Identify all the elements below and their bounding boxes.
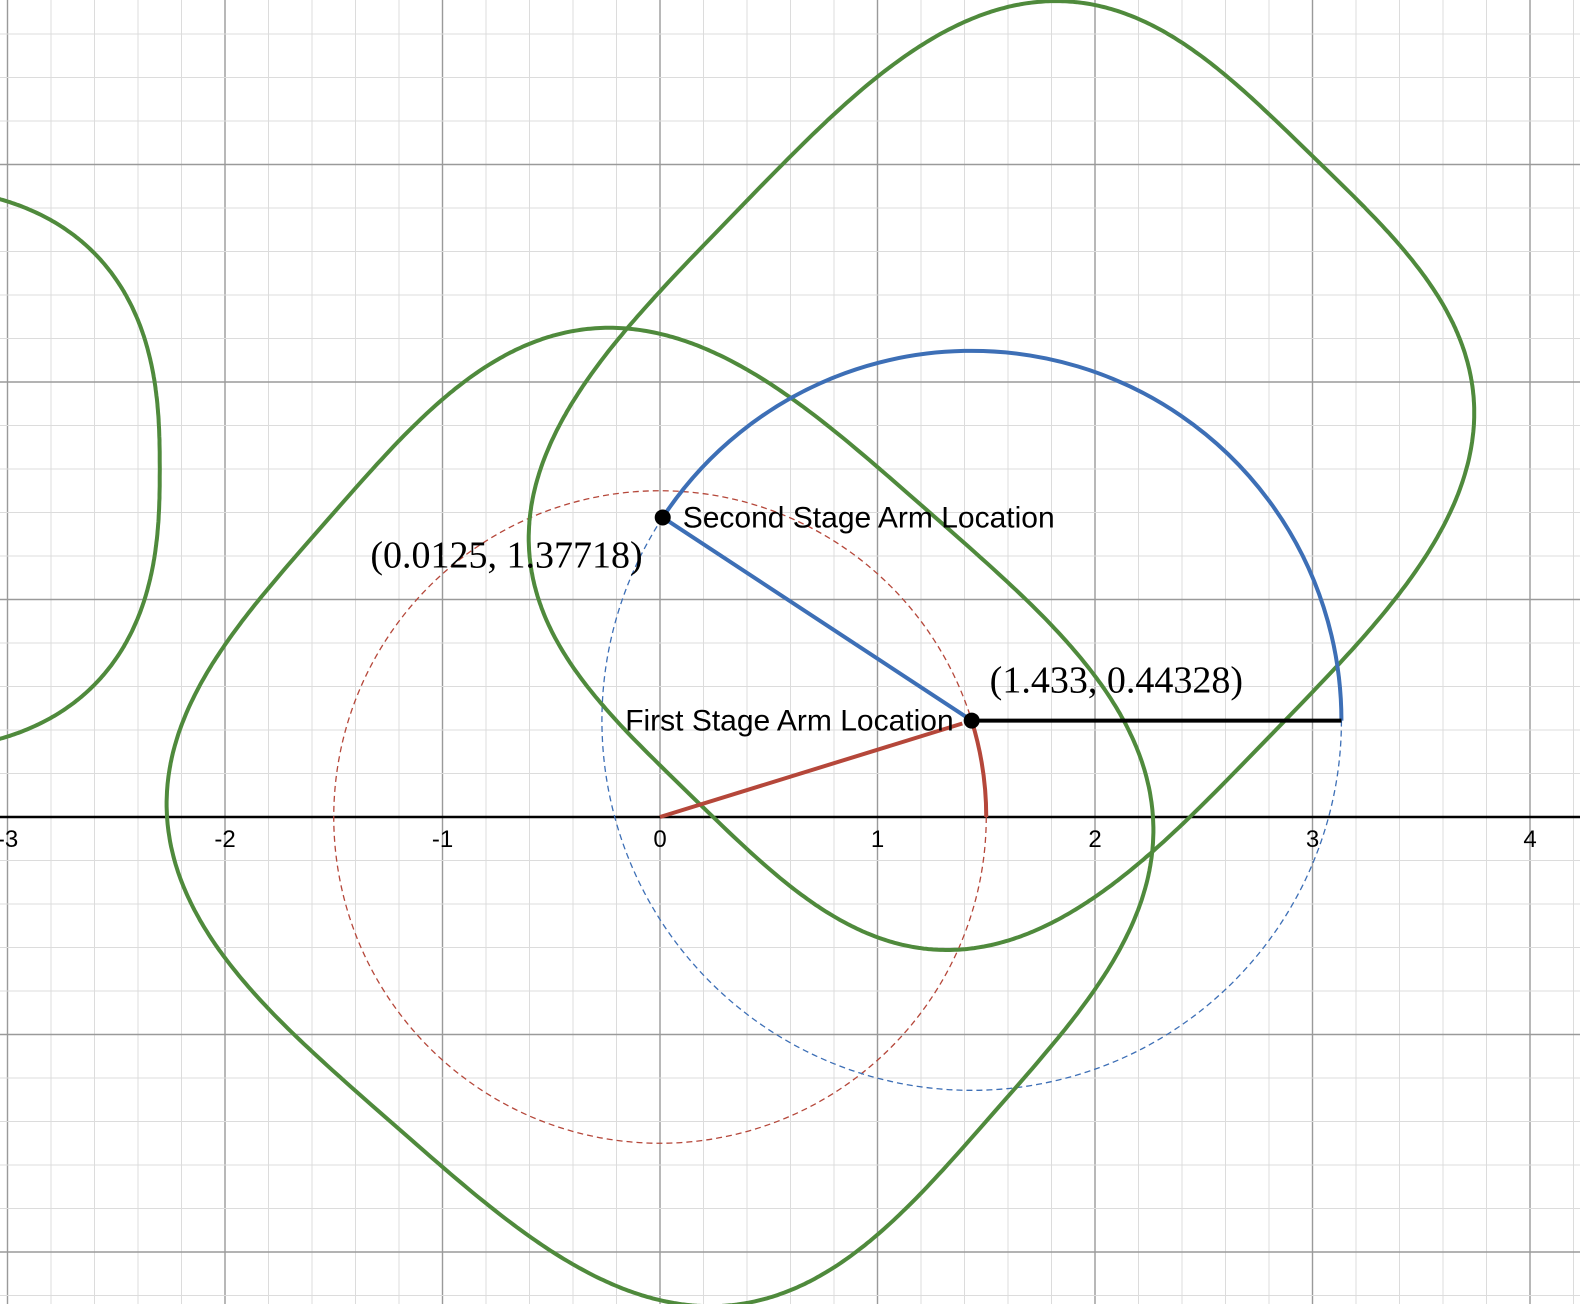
x-tick-label: 1	[871, 826, 884, 853]
first-stage-point	[963, 712, 980, 729]
labels: First Stage Arm Location Second Stage Arm…	[370, 501, 1243, 737]
x-tick-label: 2	[1088, 826, 1101, 853]
blue-arm-arc	[661, 348, 1344, 721]
green-workspace-curve-2	[526, 0, 1477, 952]
axes: -3 -2 -1 0 1 2 3 4	[0, 815, 1580, 853]
green-workspace-curve-1	[164, 325, 1156, 1304]
second-stage-label: Second Stage Arm Location	[683, 501, 1055, 534]
first-stage-coord-label: (1.433, 0.44328)	[990, 660, 1243, 702]
green-workspace-curve-3	[0, 197, 162, 741]
red-arm-arc	[969, 720, 989, 818]
x-tick-label: -2	[214, 826, 235, 853]
x-tick-label: -3	[0, 826, 18, 853]
second-stage-coord-label: (0.0125, 1.37718)	[370, 534, 642, 576]
x-tick-label: 0	[653, 826, 666, 853]
x-tick-label: 3	[1306, 826, 1319, 853]
x-tick-label: -1	[432, 826, 453, 853]
second-stage-point	[654, 509, 671, 526]
curves	[0, 0, 1477, 1304]
x-tick-label: 4	[1523, 826, 1536, 853]
blue-arm-line	[661, 515, 973, 723]
red-arm-line	[659, 721, 963, 819]
first-stage-label: First Stage Arm Location	[625, 705, 953, 738]
